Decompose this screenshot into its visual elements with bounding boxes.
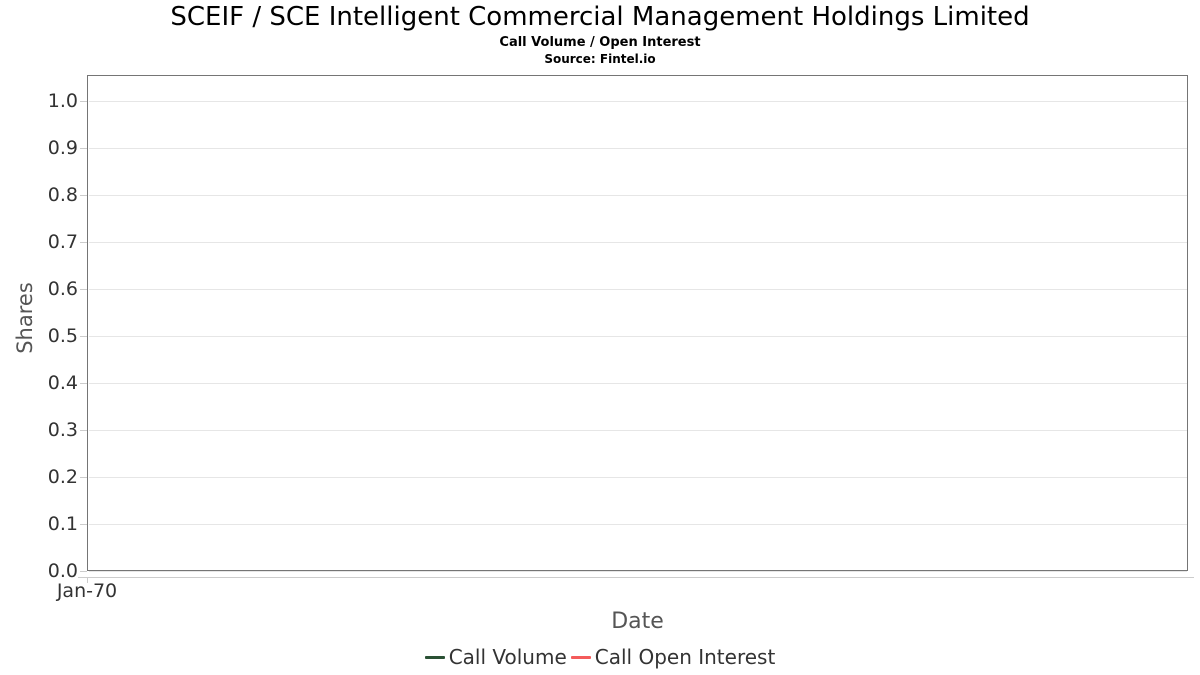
y-axis-tick-mark xyxy=(80,101,87,102)
x-axis-tick-mark xyxy=(87,577,88,583)
y-gridline xyxy=(89,289,1187,290)
y-axis-tick-label: 0.1 xyxy=(47,513,78,535)
y-axis-tick-label: 0.9 xyxy=(47,137,78,159)
y-axis-tick-label: 0.2 xyxy=(47,466,78,488)
y-gridline xyxy=(89,430,1187,431)
y-axis-tick-label: 0.3 xyxy=(47,419,78,441)
x-axis-line xyxy=(78,577,1194,578)
y-axis-tick-label: 0.8 xyxy=(47,184,78,206)
y-axis-tick-label: 0.6 xyxy=(47,278,78,300)
plot-area xyxy=(87,75,1188,571)
legend: Call Volume Call Open Interest xyxy=(0,645,1200,669)
y-axis-tick-label: 0.4 xyxy=(47,372,78,394)
legend-item-label: Call Open Interest xyxy=(594,645,776,669)
y-axis-tick-label: 0.7 xyxy=(47,231,78,253)
y-axis-tick-mark xyxy=(80,430,87,431)
y-axis-title: Shares xyxy=(13,282,37,354)
y-gridline xyxy=(89,101,1187,102)
y-axis-tick-mark xyxy=(80,383,87,384)
legend-item-label: Call Volume xyxy=(448,645,567,669)
y-axis-tick-mark xyxy=(80,571,87,572)
x-axis-tick-label: Jan-70 xyxy=(56,580,118,602)
y-axis-tick-mark xyxy=(80,289,87,290)
y-axis-tick-mark xyxy=(80,242,87,243)
y-gridline xyxy=(89,336,1187,337)
y-gridline xyxy=(89,383,1187,384)
y-axis-tick-mark xyxy=(80,336,87,337)
y-gridline xyxy=(89,571,1187,572)
chart-subtitle: Call Volume / Open Interest xyxy=(499,35,701,50)
y-axis-tick-mark xyxy=(80,195,87,196)
y-gridline xyxy=(89,195,1187,196)
y-axis-tick-mark xyxy=(80,477,87,478)
y-axis-tick-label: 1.0 xyxy=(47,90,78,112)
legend-line-icon xyxy=(570,655,591,659)
x-axis-title: Date xyxy=(611,609,664,634)
y-gridline xyxy=(89,242,1187,243)
chart-source-label: Source: Fintel.io xyxy=(544,52,656,66)
y-axis-tick-mark xyxy=(80,524,87,525)
y-gridline xyxy=(89,477,1187,478)
y-axis-tick-label: 0.0 xyxy=(47,560,78,582)
legend-line-icon xyxy=(424,655,445,659)
y-gridline xyxy=(89,524,1187,525)
chart-title: SCEIF / SCE Intelligent Commercial Manag… xyxy=(170,2,1030,32)
legend-item-call-open-interest[interactable]: Call Open Interest xyxy=(570,645,776,669)
y-axis-tick-mark xyxy=(80,148,87,149)
y-axis-tick-label: 0.5 xyxy=(47,325,78,347)
y-gridline xyxy=(89,148,1187,149)
legend-item-call-volume[interactable]: Call Volume xyxy=(424,645,567,669)
